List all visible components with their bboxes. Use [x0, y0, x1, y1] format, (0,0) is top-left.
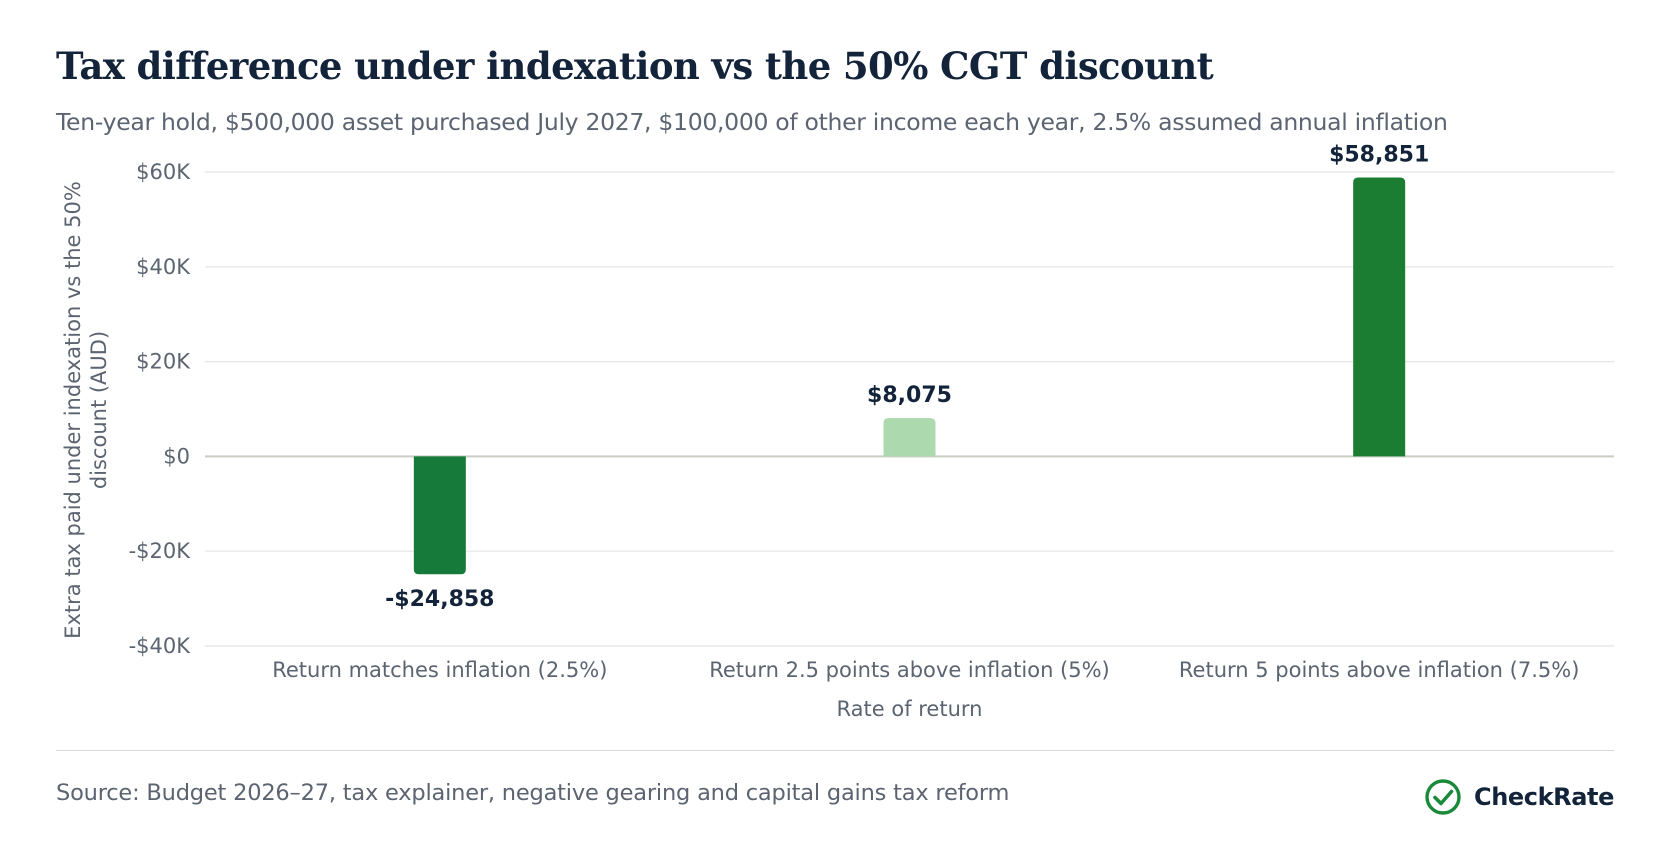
bar — [883, 418, 936, 457]
y-tick-label: $20K — [136, 350, 191, 374]
x-axis-title: Rate of return — [837, 697, 983, 721]
y-axis-title: Extra tax paid under indexation vs the 5… — [61, 181, 85, 639]
y-tick-label: -$20K — [129, 539, 192, 563]
data-label: $8,075 — [867, 383, 952, 408]
data-label: $58,851 — [1329, 142, 1429, 167]
footer-divider — [56, 750, 1614, 751]
chart-subtitle: Ten-year hold, $500,000 asset purchased … — [56, 108, 1448, 136]
y-tick-label: $40K — [136, 255, 191, 279]
y-tick-label: -$40K — [129, 634, 192, 658]
brand-logo: CheckRate — [1424, 778, 1614, 816]
bar-chart: $60K $40K $20K $0 -$20K -$40K -$24,858 Return m… — [61, 142, 1614, 721]
y-axis-title: discount (AUD) — [87, 331, 111, 489]
x-tick-label: Return matches inflation (2.5%) — [272, 658, 607, 682]
chart-title: Tax difference under indexation vs the 5… — [56, 44, 1214, 88]
data-label: -$24,858 — [385, 587, 494, 612]
x-tick-label: Return 5 points above inflation (7.5%) — [1179, 658, 1580, 682]
y-tick-label: $60K — [136, 160, 191, 184]
y-tick-label: $0 — [163, 444, 190, 468]
check-circle-icon — [1425, 779, 1461, 815]
source-note: Source: Budget 2026–27, tax explainer, n… — [56, 780, 1010, 806]
x-tick-label: Return 2.5 points above inflation (5%) — [709, 658, 1110, 682]
bar — [1353, 177, 1406, 457]
bar — [413, 456, 466, 575]
brand-name: CheckRate — [1474, 783, 1614, 811]
